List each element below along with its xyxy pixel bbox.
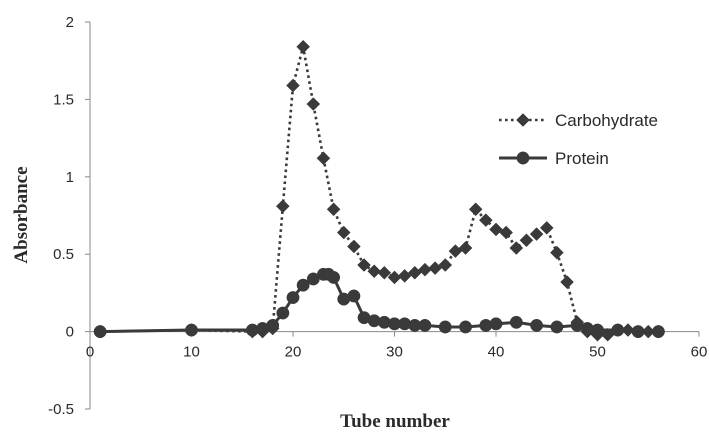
y-tick-label: 0 — [66, 324, 74, 341]
data-point-carbohydrate — [286, 78, 300, 93]
data-point-carbohydrate — [529, 227, 544, 241]
data-point-carbohydrate — [306, 97, 321, 111]
data-point-carbohydrate — [93, 324, 108, 339]
y-tick-label: -0.5 — [48, 401, 74, 418]
series-line-carbohydrate — [100, 46, 659, 337]
data-point-carbohydrate — [265, 321, 280, 336]
data-point-carbohydrate — [377, 265, 392, 280]
data-point-carbohydrate — [519, 233, 534, 248]
data-point-carbohydrate — [296, 39, 311, 54]
data-point-protein — [489, 317, 503, 331]
data-point-carbohydrate — [336, 225, 351, 240]
data-point-carbohydrate — [428, 261, 442, 275]
data-point-carbohydrate — [357, 258, 371, 272]
legend-marker-carbohydrate — [516, 113, 530, 127]
data-point-carbohydrate — [489, 222, 503, 237]
legend-item-carbohydrate: Carbohydrate — [499, 111, 658, 130]
data-point-protein — [286, 291, 300, 304]
data-point-carbohydrate — [407, 265, 422, 280]
data-point-carbohydrate — [367, 264, 382, 279]
legend-marker-protein — [516, 151, 530, 165]
legend-item-protein: Protein — [499, 149, 609, 168]
y-tick-label: 0.5 — [53, 246, 74, 263]
x-axis-title: Tube number — [340, 411, 450, 432]
data-point-carbohydrate — [275, 199, 290, 214]
legend-label-protein: Protein — [555, 149, 609, 168]
series-carbohydrate — [93, 39, 666, 342]
y-tick-label: 1.5 — [53, 91, 74, 108]
data-point-protein — [459, 320, 472, 334]
data-point-carbohydrate — [509, 241, 524, 255]
x-tick-label: 10 — [183, 344, 200, 361]
data-point-carbohydrate — [580, 324, 595, 339]
data-point-carbohydrate — [438, 258, 453, 272]
data-point-carbohydrate — [468, 202, 483, 217]
x-tick-label: 50 — [589, 344, 606, 361]
data-point-carbohydrate — [621, 323, 635, 337]
data-point-protein — [438, 320, 452, 334]
x-tick-label: 30 — [386, 344, 403, 361]
x-tick-label: 40 — [488, 344, 505, 361]
data-point-protein — [296, 278, 310, 292]
data-point-carbohydrate — [570, 315, 585, 330]
data-point-protein — [550, 320, 564, 334]
data-point-carbohydrate — [347, 239, 361, 254]
data-point-carbohydrate — [478, 213, 493, 227]
data-point-protein — [530, 318, 544, 332]
data-point-carbohydrate — [610, 323, 625, 337]
data-point-protein — [276, 306, 290, 320]
data-point-carbohydrate — [641, 324, 656, 339]
data-point-protein — [347, 289, 361, 303]
x-tick-label: 20 — [285, 344, 302, 361]
data-point-protein — [418, 318, 432, 332]
data-point-carbohydrate — [448, 244, 463, 258]
data-point-carbohydrate — [539, 221, 554, 235]
data-point-carbohydrate — [418, 262, 432, 277]
data-point-carbohydrate — [326, 202, 341, 217]
data-point-carbohydrate — [560, 275, 574, 289]
data-point-carbohydrate — [316, 151, 331, 166]
data-point-carbohydrate — [499, 225, 514, 240]
data-point-carbohydrate — [590, 327, 605, 342]
data-point-carbohydrate — [550, 245, 564, 260]
data-point-carbohydrate — [397, 269, 412, 283]
y-axis-title: Absorbance — [11, 166, 32, 263]
data-point-protein — [327, 270, 341, 284]
data-point-carbohydrate — [184, 323, 199, 337]
legend-label-carbohydrate: Carbohydrate — [555, 111, 658, 130]
y-tick-label: 1 — [66, 169, 74, 186]
data-point-carbohydrate — [458, 241, 473, 255]
data-point-carbohydrate — [600, 327, 615, 342]
data-point-protein — [509, 315, 523, 329]
x-tick-label: 60 — [691, 344, 708, 361]
data-point-carbohydrate — [245, 324, 260, 339]
y-tick-label: 2 — [66, 14, 74, 31]
x-tick-label: 0 — [86, 344, 94, 361]
data-point-carbohydrate — [651, 324, 666, 339]
